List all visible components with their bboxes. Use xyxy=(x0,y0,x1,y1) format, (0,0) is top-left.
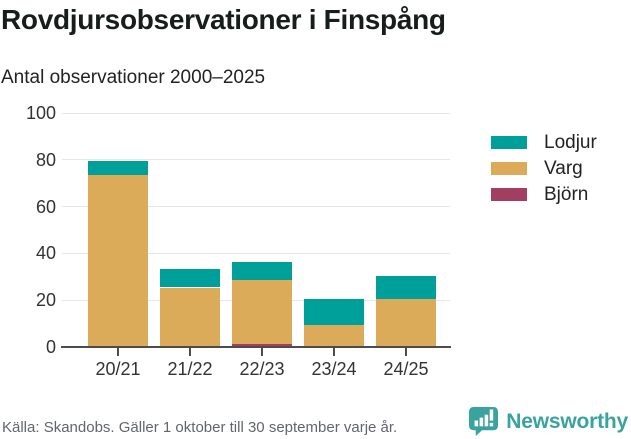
x-axis-line xyxy=(61,346,451,348)
x-tick xyxy=(189,348,191,356)
bar-segment-lodjur xyxy=(232,261,292,281)
source-note: Källa: Skandobs. Gäller 1 oktober till 3… xyxy=(2,419,398,436)
legend-item-varg: Varg xyxy=(491,158,597,179)
y-axis-label: 40 xyxy=(35,243,56,264)
x-tick xyxy=(333,348,335,356)
legend-swatch-bjorn xyxy=(491,188,527,201)
bar-segment-lodjur xyxy=(304,299,364,325)
bar-segment-varg xyxy=(304,324,364,346)
gridline xyxy=(62,159,450,161)
legend-swatch-lodjur xyxy=(491,136,527,149)
x-tick xyxy=(261,348,263,356)
chart-subtitle: Antal observationer 2000–2025 xyxy=(1,67,266,88)
newsworthy-logo: Newsworthy xyxy=(468,406,628,437)
legend-label: Lodjur xyxy=(544,131,597,153)
x-axis-label: 24/25 xyxy=(383,359,429,379)
bar-segment-lodjur xyxy=(376,275,436,300)
newsworthy-logo-text: Newsworthy xyxy=(506,409,628,433)
gridline xyxy=(62,112,450,114)
bar-segment-lodjur xyxy=(160,268,220,288)
bar-segment-varg xyxy=(160,287,220,346)
y-axis-label: 0 xyxy=(45,337,56,357)
x-tick xyxy=(405,348,407,356)
bar-segment-varg xyxy=(376,299,436,346)
legend-label: Varg xyxy=(544,157,583,179)
legend-item-bjorn: Björn xyxy=(491,184,597,205)
x-axis-label: 22/23 xyxy=(239,359,285,379)
gridline xyxy=(62,206,450,208)
x-axis-label: 20/21 xyxy=(95,359,141,379)
bar-segment-varg xyxy=(232,280,292,344)
x-axis-label: 21/22 xyxy=(167,359,213,379)
newsworthy-logo-icon xyxy=(469,406,499,437)
chart-title: Rovdjursobservationer i Finspång xyxy=(1,4,446,35)
bar-segment-bjorn xyxy=(232,343,292,346)
y-axis-label: 80 xyxy=(35,149,56,170)
legend-swatch-varg xyxy=(491,162,527,175)
chart-legend: Lodjur Varg Björn xyxy=(491,132,597,214)
bar-segment-lodjur xyxy=(88,161,148,176)
bar-segment-varg xyxy=(88,175,148,346)
y-axis-label: 20 xyxy=(35,290,56,311)
y-axis-label: 60 xyxy=(35,196,56,217)
x-tick xyxy=(117,348,119,356)
legend-item-lodjur: Lodjur xyxy=(491,132,597,153)
y-axis-label: 100 xyxy=(25,103,56,123)
gridline xyxy=(62,252,450,254)
legend-label: Björn xyxy=(544,183,589,205)
x-axis-label: 23/24 xyxy=(311,359,357,379)
